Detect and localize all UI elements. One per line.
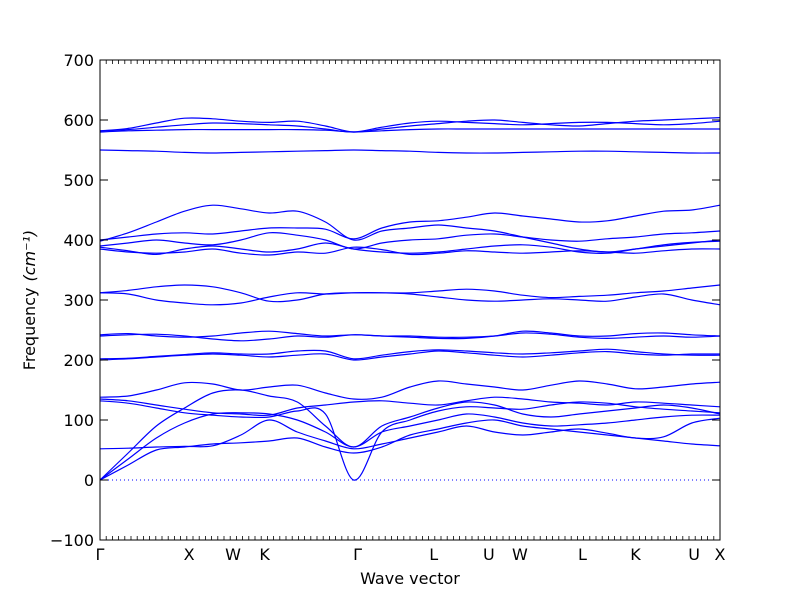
y-tick-label: 700 (63, 51, 94, 70)
band-line-4 (99, 417, 721, 450)
y-tick-label: −100 (50, 531, 94, 550)
x-axis-title: Wave vector (360, 569, 460, 588)
y-tick-label: 500 (63, 171, 94, 190)
y-tick-label: 400 (63, 231, 94, 250)
band-line-1 (99, 419, 721, 481)
y-axis-title: Frequency (cm⁻¹) (20, 230, 39, 370)
band-line-18 (99, 246, 721, 256)
y-tick-label: 600 (63, 111, 94, 130)
x-tick-label: Γ (353, 545, 362, 564)
band-line-2 (99, 412, 721, 481)
x-tick-label: X (715, 545, 726, 564)
band-line-10 (99, 332, 721, 342)
y-tick-label: 0 (84, 471, 94, 490)
plot-frame (99, 59, 721, 541)
y-axis-title-text: Frequency (20, 288, 39, 371)
band-line-9 (99, 348, 721, 360)
band-line-8 (99, 350, 721, 361)
band-line-15 (99, 230, 721, 250)
band-line-14 (99, 204, 721, 241)
x-tick-label: Γ (96, 545, 105, 564)
band-line-3 (99, 389, 721, 481)
band-line-20 (99, 128, 720, 133)
band-line-6 (99, 396, 721, 417)
band-line-19 (99, 149, 721, 154)
band-line-7 (99, 380, 721, 400)
band-line-16 (99, 204, 721, 253)
x-tick-label: L (578, 545, 587, 564)
x-tick-label: U (688, 545, 700, 564)
x-tick-label: L (429, 545, 438, 564)
band-line-12 (99, 292, 721, 306)
band-line-13 (99, 284, 721, 303)
x-tick-label: K (259, 545, 270, 564)
x-tick-label: X (184, 545, 195, 564)
y-axis-title-unit: (cm⁻¹) (20, 230, 39, 282)
y-tick-label: 300 (63, 291, 94, 310)
bands-layer (99, 117, 721, 481)
x-tick-label: K (630, 545, 641, 564)
x-tick-label: W (225, 545, 241, 564)
band-line-22 (99, 117, 721, 133)
y-tick-label: 100 (63, 411, 94, 430)
band-line-11 (99, 330, 721, 340)
x-tick-label: U (483, 545, 495, 564)
y-tick-label: 200 (63, 351, 94, 370)
x-tick-label: W (512, 545, 528, 564)
